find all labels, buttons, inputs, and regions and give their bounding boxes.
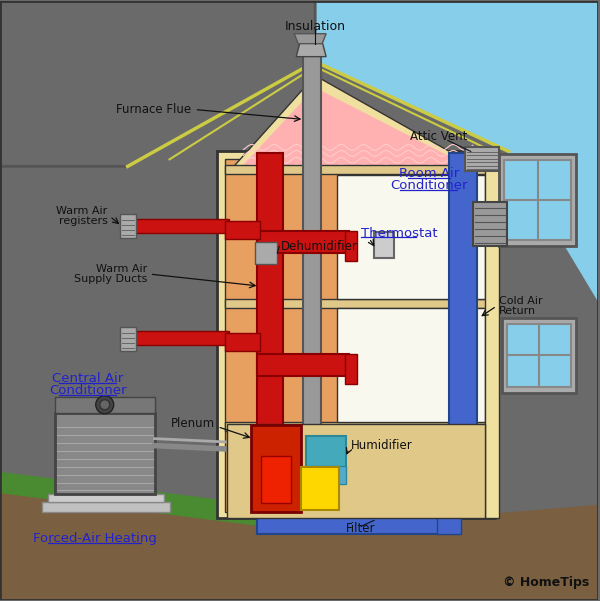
Text: Room Air: Room Air	[399, 167, 459, 180]
Bar	[345, 231, 357, 261]
Circle shape	[96, 395, 113, 413]
Polygon shape	[296, 41, 326, 56]
Bar	[119, 214, 136, 238]
Bar	[499, 154, 577, 246]
Bar	[485, 151, 499, 519]
Polygon shape	[0, 1, 315, 166]
Text: Plenum: Plenum	[172, 417, 215, 430]
Bar	[345, 354, 357, 384]
Polygon shape	[238, 88, 479, 171]
Bar	[257, 354, 349, 376]
Polygon shape	[294, 34, 326, 44]
Text: Attic Vent: Attic Vent	[410, 130, 467, 143]
Bar	[256, 242, 277, 264]
Bar	[226, 299, 487, 308]
Bar	[226, 333, 260, 351]
Bar	[226, 422, 487, 431]
Bar	[48, 495, 164, 502]
Bar	[257, 510, 457, 534]
Polygon shape	[0, 472, 299, 531]
Bar	[503, 160, 571, 240]
Bar	[473, 203, 506, 246]
Polygon shape	[299, 1, 598, 301]
Text: registers: registers	[59, 216, 108, 226]
Bar	[257, 231, 349, 253]
Text: Humidifier: Humidifier	[351, 439, 413, 452]
Bar	[306, 436, 346, 468]
Bar	[130, 219, 229, 233]
Bar	[55, 397, 155, 413]
Text: Dehumidifier: Dehumidifier	[281, 240, 358, 252]
Bar	[226, 221, 260, 239]
Bar	[257, 490, 457, 513]
Text: Warm Air: Warm Air	[56, 206, 108, 216]
Text: Central Air: Central Air	[52, 372, 124, 385]
Bar	[130, 331, 229, 345]
Bar	[337, 175, 485, 299]
Bar	[337, 308, 485, 422]
Bar	[465, 147, 499, 171]
Polygon shape	[229, 76, 485, 171]
Polygon shape	[226, 159, 487, 513]
Bar	[502, 318, 577, 393]
Text: Warm Air: Warm Air	[97, 264, 148, 274]
Bar	[374, 232, 394, 258]
Text: Return: Return	[499, 306, 536, 316]
Bar	[227, 424, 485, 519]
Text: Cold Air: Cold Air	[499, 296, 542, 306]
Bar	[506, 324, 571, 387]
Text: Thermostat: Thermostat	[361, 227, 437, 240]
Text: © HomeTips: © HomeTips	[503, 576, 590, 589]
Bar	[262, 456, 291, 504]
Polygon shape	[217, 151, 494, 519]
Circle shape	[100, 400, 110, 410]
Bar	[449, 153, 477, 513]
Text: Conditioner: Conditioner	[49, 384, 127, 397]
Bar	[301, 466, 339, 510]
Text: Insulation: Insulation	[284, 20, 346, 33]
Bar	[55, 413, 155, 495]
Bar	[251, 425, 301, 513]
Bar	[303, 52, 321, 513]
Bar	[257, 153, 283, 513]
Text: Conditioner: Conditioner	[390, 179, 467, 192]
Text: Furnace Flue: Furnace Flue	[116, 103, 191, 116]
Bar	[437, 445, 461, 534]
Text: Filter: Filter	[346, 522, 376, 535]
Bar	[306, 466, 346, 484]
Text: Supply Ducts: Supply Ducts	[74, 274, 148, 284]
Bar	[42, 502, 170, 513]
Polygon shape	[0, 492, 598, 600]
Text: Forced-Air Heating: Forced-Air Heating	[33, 532, 157, 545]
Bar	[226, 165, 487, 174]
Bar	[119, 327, 136, 351]
